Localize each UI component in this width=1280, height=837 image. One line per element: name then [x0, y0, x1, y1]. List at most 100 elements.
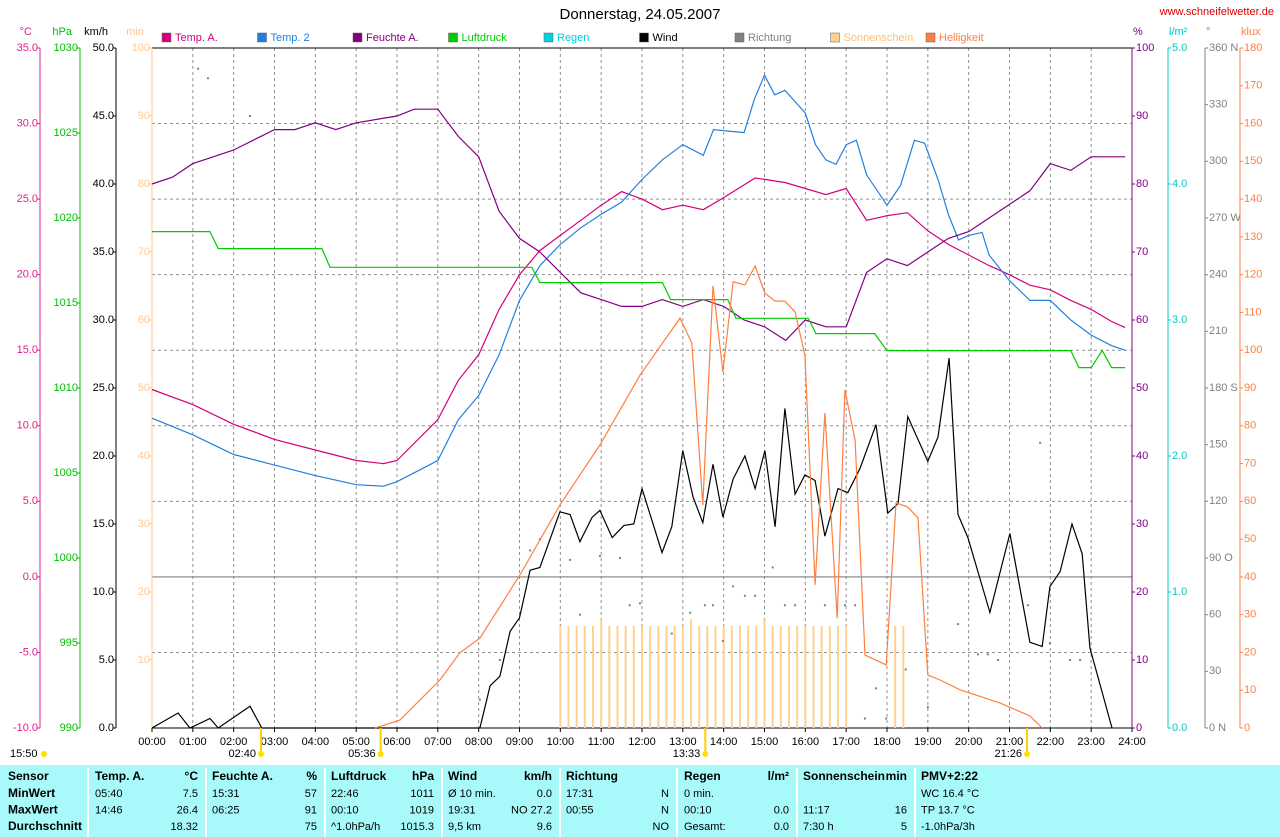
y-tick-label: 240	[1209, 269, 1227, 281]
table-cell: 14:46	[95, 804, 123, 816]
x-tick-label: 03:00	[261, 736, 289, 748]
series-line	[151, 73, 1126, 487]
direction-dot	[703, 604, 706, 607]
y-tick-label: 0.0	[23, 571, 38, 583]
direction-dot	[249, 115, 251, 117]
y-tick-label: 60	[1244, 495, 1256, 507]
legend-label: Temp. 2	[271, 32, 310, 44]
sunshine-bar	[616, 626, 619, 728]
sunshine-bar	[649, 626, 652, 728]
table-cell: 26.4	[177, 804, 198, 816]
y-tick-label: 0	[1244, 722, 1250, 734]
sunshine-bar	[755, 626, 758, 728]
sunshine-bar	[641, 626, 643, 728]
y-tick-label: 1010	[54, 382, 78, 394]
table-cell: 1011	[410, 788, 434, 800]
direction-dot	[578, 613, 581, 616]
sunshine-bar	[722, 626, 725, 728]
y-tick-label: 10.0	[17, 420, 38, 432]
table-cell: 0.0	[537, 788, 552, 800]
table-cell: 0.0	[774, 821, 789, 833]
marker-icon	[258, 751, 265, 757]
y-tick-label: 1030	[54, 42, 78, 54]
x-tick-label: 20:00	[955, 736, 983, 748]
table-cell: 00:10	[684, 804, 712, 816]
y-tick-label: 1015	[54, 297, 78, 309]
sunshine-bar	[730, 626, 733, 728]
y-tick-label: 5.0	[23, 495, 38, 507]
legend-label: Feuchte A.	[366, 32, 419, 44]
y-tick-label: 10	[1244, 684, 1256, 696]
legend-swatch	[639, 32, 649, 43]
direction-dot	[689, 611, 692, 614]
axis-unit: klux	[1241, 26, 1261, 38]
y-tick-label: 20	[138, 586, 150, 598]
y-tick-label: 60	[138, 314, 150, 326]
table-cell: 17:31	[566, 788, 594, 800]
y-tick-label: 80	[138, 178, 150, 190]
direction-dot	[863, 717, 866, 720]
direction-dot	[1048, 642, 1051, 644]
x-tick-label: 08:00	[465, 736, 493, 748]
table-cell: Luftdruck	[331, 769, 387, 783]
sunshine-bar	[583, 626, 586, 728]
y-tick-label: 995	[60, 637, 78, 649]
sunshine-bar	[665, 626, 668, 728]
sunshine-bar	[657, 626, 660, 728]
x-tick-label: 07:00	[424, 736, 452, 748]
y-tick-label: 40	[138, 450, 150, 462]
legend-label: Temp. A.	[175, 32, 218, 44]
y-tick-label: 150	[1209, 439, 1227, 451]
axis-unit: °C	[20, 26, 32, 38]
y-tick-label: 90	[1244, 382, 1256, 394]
sunshine-bar	[559, 626, 562, 728]
table-cell: NO	[653, 821, 670, 833]
y-tick-label: 180 S	[1209, 382, 1238, 394]
legend-swatch	[161, 32, 172, 43]
y-tick-label: 0 N	[1209, 722, 1226, 734]
y-tick-label: 130	[1244, 231, 1262, 243]
y-tick-label: 30	[1244, 609, 1256, 621]
direction-dot	[1039, 441, 1042, 444]
y-tick-label: 120	[1244, 269, 1262, 281]
legend-swatch	[925, 32, 936, 43]
table-cell: 19:31	[448, 804, 476, 816]
x-tick-label: 02:00	[220, 736, 248, 748]
y-tick-label: 1000	[54, 552, 78, 564]
x-tick-label: 13:00	[669, 736, 697, 748]
direction-dot	[743, 594, 746, 597]
table-cell: 22:46	[331, 788, 359, 800]
y-tick-label: -10.0	[13, 722, 38, 734]
direction-dot	[721, 640, 724, 643]
sunshine-bar	[845, 626, 848, 728]
x-tick-label: 09:00	[506, 736, 534, 748]
table-cell: WC 16.4 °C	[921, 788, 979, 800]
direction-dot	[843, 604, 846, 607]
direction-dot	[1026, 604, 1029, 607]
x-tick-label: 01:00	[179, 736, 207, 748]
y-tick-label: 10	[138, 654, 150, 666]
table-cell: Regen	[684, 769, 721, 783]
table-cell: 7.5	[183, 788, 198, 800]
table-cell: Temp. A.	[95, 769, 144, 783]
y-tick-label: 40	[1136, 450, 1148, 462]
y-tick-label: 120	[1209, 495, 1227, 507]
direction-dot	[977, 653, 980, 656]
series-line	[151, 358, 1113, 729]
axis-unit: hPa	[52, 26, 72, 38]
x-tick-label: 18:00	[873, 736, 901, 748]
table-cell: Richtung	[566, 769, 618, 783]
y-tick-label: 50	[1244, 533, 1256, 545]
marker-icon	[702, 751, 709, 757]
sunshine-bar	[788, 626, 790, 728]
marker-icon	[1024, 751, 1031, 757]
y-tick-label: 0.0	[1172, 722, 1187, 734]
y-tick-label: 10	[1136, 654, 1148, 666]
table-cell: N	[661, 804, 669, 816]
y-tick-label: 1.0	[1172, 586, 1187, 598]
table-cell: 9.6	[537, 821, 552, 833]
x-tick-label: 22:00	[1037, 736, 1065, 748]
y-tick-label: 1025	[54, 127, 78, 139]
y-tick-label: 360 N	[1209, 42, 1238, 54]
table-cell: PMV+2:22	[921, 769, 978, 783]
